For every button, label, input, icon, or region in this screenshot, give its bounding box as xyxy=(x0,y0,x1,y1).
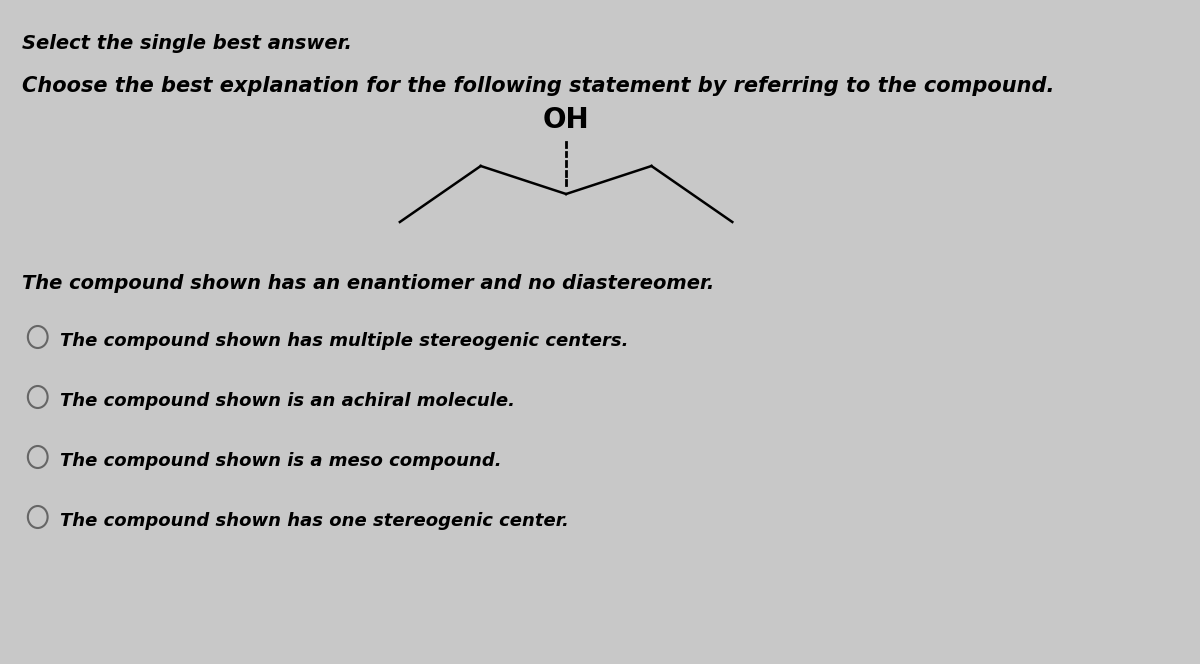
Text: Choose the best explanation for the following statement by referring to the comp: Choose the best explanation for the foll… xyxy=(23,76,1055,96)
Text: The compound shown has an enantiomer and no diastereomer.: The compound shown has an enantiomer and… xyxy=(23,274,715,293)
Text: The compound shown is a meso compound.: The compound shown is a meso compound. xyxy=(60,452,502,470)
Text: The compound shown has one stereogenic center.: The compound shown has one stereogenic c… xyxy=(60,512,569,530)
Text: OH: OH xyxy=(542,106,589,134)
Text: The compound shown has multiple stereogenic centers.: The compound shown has multiple stereoge… xyxy=(60,332,629,350)
Text: The compound shown is an achiral molecule.: The compound shown is an achiral molecul… xyxy=(60,392,515,410)
Text: Select the single best answer.: Select the single best answer. xyxy=(23,34,353,53)
